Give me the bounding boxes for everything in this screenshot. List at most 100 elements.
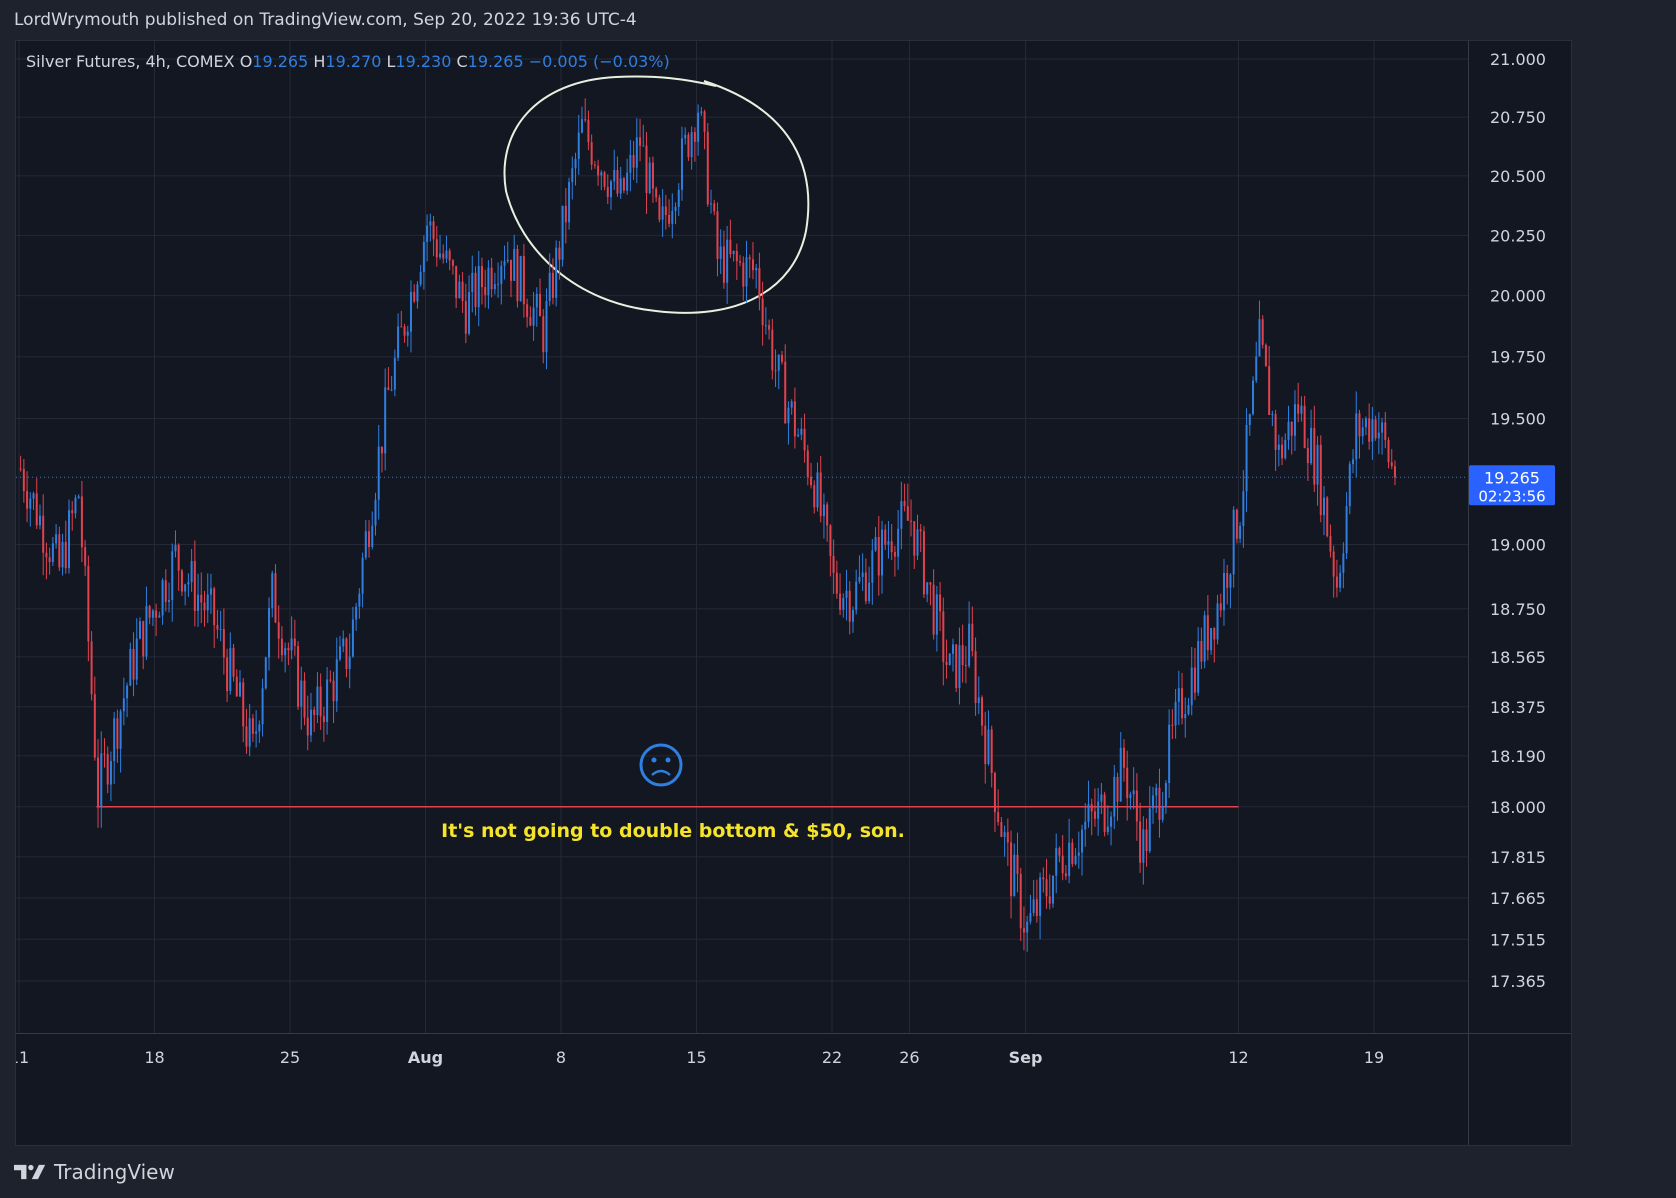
candle-body	[29, 498, 32, 509]
candle-body	[1393, 466, 1396, 478]
candle	[303, 672, 306, 726]
candle	[358, 588, 361, 619]
candle	[461, 272, 464, 313]
candle	[1381, 417, 1384, 455]
candle	[1390, 449, 1393, 470]
candle-body	[945, 661, 948, 665]
candle	[1319, 435, 1322, 523]
x-tick-label: Sep	[1009, 1048, 1043, 1067]
candle	[606, 174, 609, 205]
candle-body	[1297, 404, 1300, 414]
candle	[881, 520, 884, 594]
candle	[1068, 818, 1071, 884]
candle	[187, 573, 190, 597]
candle-body	[155, 610, 158, 618]
candle	[1239, 521, 1242, 544]
candle-body	[1248, 414, 1251, 425]
candle-body	[929, 582, 932, 585]
y-tick-label: 17.815	[1490, 848, 1546, 867]
price-chart[interactable]: It's not going to double bottom & $50, s…	[16, 41, 1571, 1145]
candle-body	[38, 515, 41, 526]
candle	[387, 367, 390, 391]
candle-body	[739, 261, 742, 263]
candle-body	[958, 645, 961, 688]
candle	[439, 234, 442, 260]
x-tick-label: 19	[1364, 1048, 1384, 1067]
candle	[916, 514, 919, 560]
candle	[639, 118, 642, 162]
candle-body	[168, 600, 171, 602]
candle-body	[142, 621, 145, 657]
candle	[280, 626, 283, 662]
candle-body	[1145, 829, 1148, 852]
candle-body	[1048, 896, 1051, 904]
candle-body	[1235, 509, 1238, 539]
candle-body	[419, 271, 422, 285]
candle-body	[651, 162, 654, 189]
y-tick-label: 18.190	[1490, 747, 1546, 766]
candle	[893, 546, 896, 577]
candle	[1332, 545, 1335, 598]
candle	[1090, 798, 1093, 836]
candle-body	[935, 594, 938, 635]
candle	[735, 243, 738, 280]
y-tick-label: 20.750	[1490, 108, 1546, 127]
candle	[622, 176, 625, 194]
candle	[803, 413, 806, 463]
candle	[290, 616, 293, 660]
candle-body	[348, 656, 351, 669]
candle	[90, 631, 93, 701]
candle-body	[206, 594, 209, 611]
candle-body	[1003, 832, 1006, 837]
candle-body	[1310, 427, 1313, 464]
candle	[1345, 492, 1348, 559]
candle-body	[1032, 899, 1035, 913]
y-tick-label: 18.750	[1490, 600, 1546, 619]
candle	[448, 248, 451, 271]
candle-body	[877, 537, 880, 576]
candle	[1113, 764, 1116, 830]
candle	[619, 166, 622, 199]
candle-body	[187, 582, 190, 585]
candle-body	[409, 291, 412, 332]
candle-body	[1087, 804, 1090, 822]
candle	[1122, 738, 1125, 782]
candle-body	[406, 331, 409, 336]
candle	[1187, 698, 1190, 716]
candle	[629, 139, 632, 192]
candle	[1316, 436, 1319, 506]
candle-body	[293, 638, 296, 647]
candle	[1219, 593, 1222, 618]
candle-body	[664, 206, 667, 216]
candle-body	[745, 257, 748, 287]
candle-body	[274, 573, 277, 623]
candle-body	[684, 134, 687, 139]
chart-panel[interactable]: It's not going to double bottom & $50, s…	[15, 40, 1572, 1146]
candle	[987, 710, 990, 766]
candle	[145, 586, 148, 660]
candle	[371, 511, 374, 550]
candle-body	[184, 584, 187, 592]
candle-body	[161, 580, 164, 616]
candle	[1293, 390, 1296, 451]
candle-body	[309, 709, 312, 736]
candle-body	[816, 472, 819, 508]
candle	[1252, 376, 1255, 416]
candle-body	[874, 537, 877, 551]
candle-body	[700, 111, 703, 113]
candle	[671, 193, 674, 239]
candle-body	[964, 665, 967, 667]
candle	[206, 573, 209, 624]
candle-body	[910, 520, 913, 522]
candle-body	[277, 622, 280, 639]
candle-body	[197, 594, 200, 611]
candle	[771, 318, 774, 380]
candle	[109, 751, 112, 802]
candle	[322, 707, 325, 742]
candle-body	[1064, 873, 1067, 877]
candle	[351, 606, 354, 658]
candle	[413, 284, 416, 304]
candle-body	[529, 317, 532, 326]
candle	[613, 149, 616, 190]
candle	[342, 630, 345, 653]
